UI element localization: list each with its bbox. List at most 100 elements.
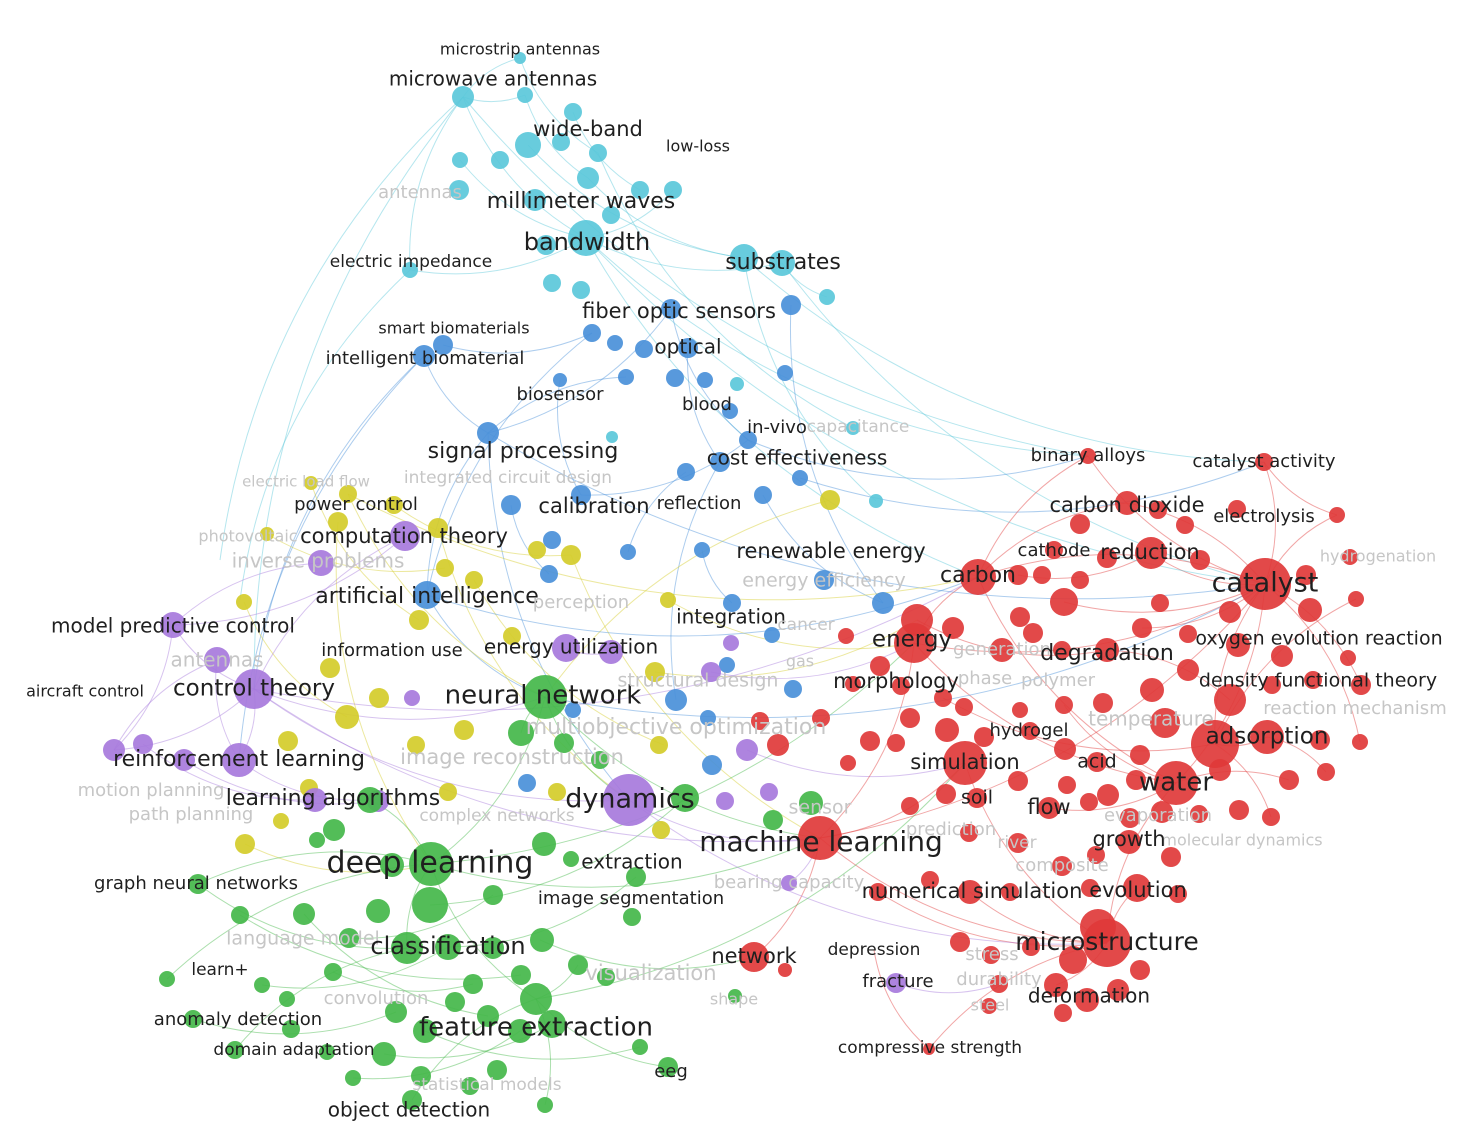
- node-red: [960, 559, 996, 595]
- node-red: [1310, 730, 1330, 750]
- edge: [243, 601, 348, 718]
- node-green: [323, 819, 345, 841]
- node-red: [1022, 938, 1040, 956]
- node-red: [1190, 550, 1210, 570]
- node-cyan: [524, 189, 546, 211]
- node-cyan: [606, 431, 618, 443]
- edge: [113, 659, 218, 751]
- node-red: [1053, 641, 1071, 659]
- label-millimeter-waves: millimeter waves: [487, 189, 676, 214]
- node-red: [1176, 516, 1194, 534]
- label-complex-networks: complex networks: [419, 806, 574, 826]
- node-green: [279, 991, 295, 1007]
- node-yellow: [645, 662, 665, 682]
- node-purple: [599, 640, 623, 664]
- node-purple: [173, 749, 195, 771]
- node-red: [942, 617, 964, 639]
- label-oxygen-evolution-reaction: oxygen evolution reaction: [1195, 628, 1442, 650]
- node-yellow: [236, 594, 252, 610]
- node-red: [1219, 601, 1241, 623]
- node-blue: [764, 627, 780, 643]
- label-cathode: cathode: [1018, 540, 1091, 561]
- node-red: [1093, 693, 1113, 713]
- edge: [142, 743, 316, 801]
- node-cyan: [449, 180, 469, 200]
- edge: [239, 269, 411, 601]
- edge: [197, 883, 408, 949]
- node-blue: [661, 299, 681, 319]
- node-red: [812, 709, 830, 727]
- node-purple: [781, 875, 797, 891]
- node-green: [532, 832, 556, 856]
- node-yellow: [278, 731, 298, 751]
- label-simulation: simulation: [910, 750, 1019, 774]
- node-green: [530, 928, 554, 952]
- edge: [789, 304, 884, 604]
- node-blue: [607, 335, 623, 351]
- edge: [442, 332, 593, 354]
- node-green: [477, 1005, 499, 1027]
- node-red: [1271, 645, 1293, 667]
- edge: [253, 535, 406, 690]
- node-red: [1023, 623, 1043, 643]
- node-purple: [234, 669, 274, 709]
- node-red: [1021, 722, 1039, 740]
- node-blue: [722, 403, 738, 419]
- node-green: [445, 992, 465, 1012]
- label-adsorption: adsorption: [1206, 724, 1329, 750]
- node-green: [293, 903, 315, 925]
- node-red: [1263, 676, 1281, 694]
- node-green: [188, 874, 208, 894]
- label-density-functional-theory: density functional theory: [1199, 670, 1437, 692]
- label-dynamics: dynamics: [565, 784, 695, 815]
- label-morphology: morphology: [833, 669, 959, 693]
- edge: [303, 913, 489, 1017]
- node-cyan: [514, 52, 526, 64]
- edge: [253, 96, 464, 690]
- label-image-reconstruction: image reconstruction: [400, 745, 624, 769]
- node-red: [887, 734, 905, 752]
- node-red: [739, 942, 769, 972]
- node-yellow: [436, 559, 454, 577]
- edge: [524, 94, 589, 179]
- node-red: [1045, 541, 1063, 559]
- label-optical: optical: [654, 335, 721, 359]
- node-blue: [777, 365, 793, 381]
- node-red: [1107, 979, 1129, 1001]
- node-cyan: [577, 167, 599, 189]
- node-green: [345, 1070, 361, 1086]
- edge: [527, 144, 745, 259]
- label-evaporation: evaporation: [1104, 805, 1212, 826]
- node-cyan: [730, 244, 758, 272]
- label-renewable-energy: renewable energy: [736, 539, 925, 563]
- node-red: [990, 638, 1014, 662]
- node-yellow: [548, 783, 566, 801]
- edge: [219, 96, 464, 561]
- node-green: [184, 1010, 202, 1028]
- node-green: [366, 899, 390, 923]
- label-capacitance: capacitance: [807, 417, 910, 437]
- node-green: [537, 1097, 553, 1113]
- node-purple: [404, 690, 420, 706]
- label-photovoltaic: photovoltaic: [198, 527, 297, 546]
- label-inverse-problems: inverse problems: [232, 549, 405, 573]
- node-cyan: [631, 181, 649, 199]
- node-red: [936, 784, 956, 804]
- node-green: [487, 1060, 507, 1080]
- edge: [172, 562, 322, 626]
- node-cyan: [564, 103, 582, 121]
- node-green: [591, 751, 609, 769]
- label-signal-processing: signal processing: [428, 439, 619, 464]
- label-reduction: reduction: [1100, 540, 1200, 564]
- node-green: [357, 787, 383, 813]
- node-yellow: [428, 518, 448, 538]
- edge: [430, 837, 821, 888]
- edge: [310, 482, 420, 621]
- edge: [747, 439, 1089, 480]
- node-red: [1342, 549, 1358, 565]
- node-red: [1150, 708, 1180, 738]
- label-composite: composite: [1015, 855, 1108, 876]
- node-yellow: [407, 736, 425, 754]
- node-red: [1352, 734, 1368, 750]
